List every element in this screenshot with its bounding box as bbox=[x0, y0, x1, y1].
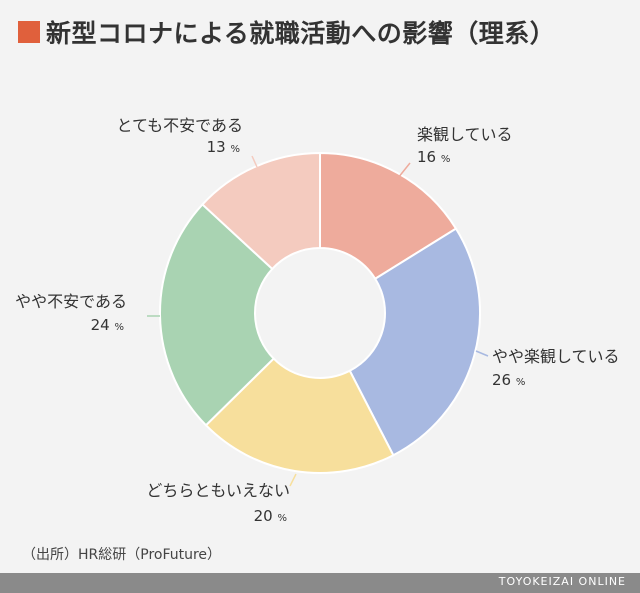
slice-value-4: 13 % bbox=[207, 138, 240, 156]
slice-0 bbox=[319, 151, 458, 281]
footer-bar: TOYOKEIZAI ONLINE bbox=[0, 573, 640, 593]
slice-label-4: とても不安である bbox=[116, 116, 243, 135]
slice-value-1: 26 % bbox=[492, 371, 525, 389]
source-note: （出所）HR総研（ProFuture） bbox=[22, 547, 222, 563]
title-text: 新型コロナによる就職活動への影響（理系） bbox=[46, 19, 556, 48]
slice-value-2: 20 % bbox=[254, 507, 287, 525]
slice-value-3: 24 % bbox=[91, 316, 124, 334]
slice-value-0: 16 % bbox=[417, 148, 450, 166]
slice-label-3: やや不安である bbox=[15, 292, 127, 311]
slice-2 bbox=[204, 357, 395, 474]
slice-label-0: 楽観している bbox=[417, 125, 513, 144]
leader-line-4 bbox=[251, 155, 258, 168]
leader-line-1 bbox=[475, 350, 489, 357]
leader-line-0 bbox=[397, 162, 411, 179]
slice-1 bbox=[348, 227, 481, 457]
slice-3 bbox=[159, 203, 276, 427]
title-marker-icon bbox=[18, 21, 40, 43]
slice-label-2: どちらともいえない bbox=[146, 481, 290, 500]
brand-label: TOYOKEIZAI ONLINE bbox=[498, 575, 626, 588]
slice-label-1: やや楽観している bbox=[492, 347, 620, 366]
leader-line-2 bbox=[289, 473, 297, 487]
chart-title: 新型コロナによる就職活動への影響（理系） bbox=[18, 14, 555, 50]
slice-4 bbox=[201, 151, 321, 271]
